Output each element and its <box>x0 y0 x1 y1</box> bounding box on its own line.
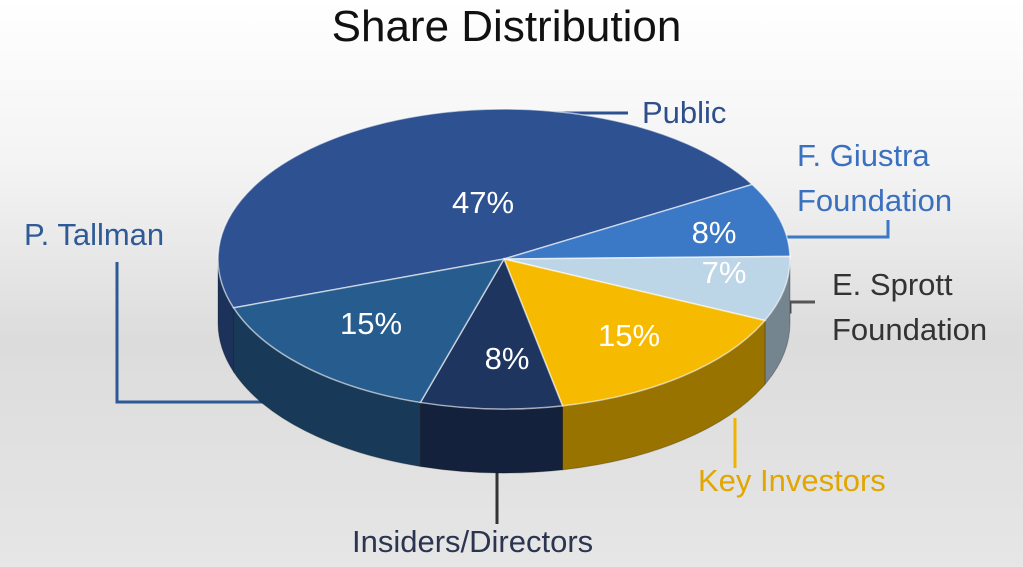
value-label: 47% <box>452 185 514 220</box>
slice-side <box>419 401 563 474</box>
value-label: 7% <box>702 255 747 290</box>
value-label: 15% <box>598 318 660 353</box>
slice <box>503 183 791 260</box>
slice-name: F. Giustra Foundation <box>797 138 953 218</box>
slice-name: P. Tallman <box>24 217 165 252</box>
slice <box>419 257 564 410</box>
slice <box>232 257 506 404</box>
slice <box>217 108 754 309</box>
value-label: 15% <box>340 306 402 341</box>
slice-name: E. Sprott Foundation <box>832 267 988 347</box>
slice-name: Insiders/Directors <box>352 524 594 559</box>
slice-name: Public <box>642 95 727 130</box>
value-label: 8% <box>485 341 530 376</box>
leader-line <box>115 262 275 404</box>
chart-title: Share Distribution <box>331 2 682 51</box>
slice <box>502 257 767 407</box>
value-label: 8% <box>692 215 737 250</box>
slice-name: Key Investors <box>698 463 886 498</box>
slice <box>503 255 791 322</box>
leader-line <box>772 220 890 239</box>
